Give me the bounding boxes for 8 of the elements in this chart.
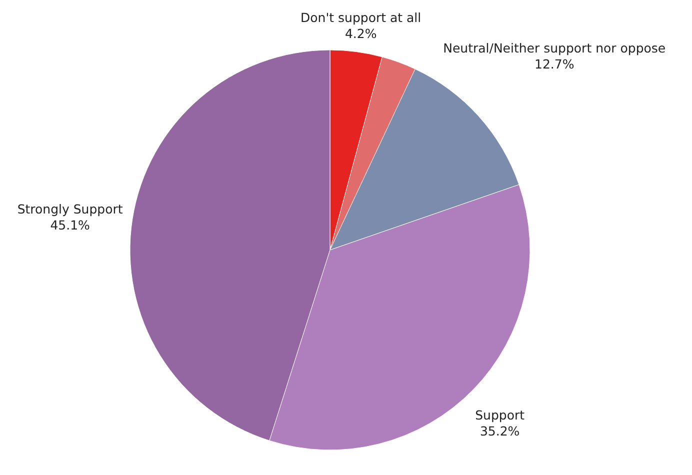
data-label: 12.7% xyxy=(534,56,574,72)
slice-label: Support xyxy=(475,408,525,423)
data-label: 35.2% xyxy=(480,424,520,439)
data-label: 4.2% xyxy=(344,26,377,41)
data-label: 45.1% xyxy=(50,218,90,233)
slice-label: Don't support at all xyxy=(300,10,422,25)
slice-label: Strongly Support xyxy=(17,202,123,217)
slice-label: Neutral/Neither support nor oppose xyxy=(443,40,666,56)
